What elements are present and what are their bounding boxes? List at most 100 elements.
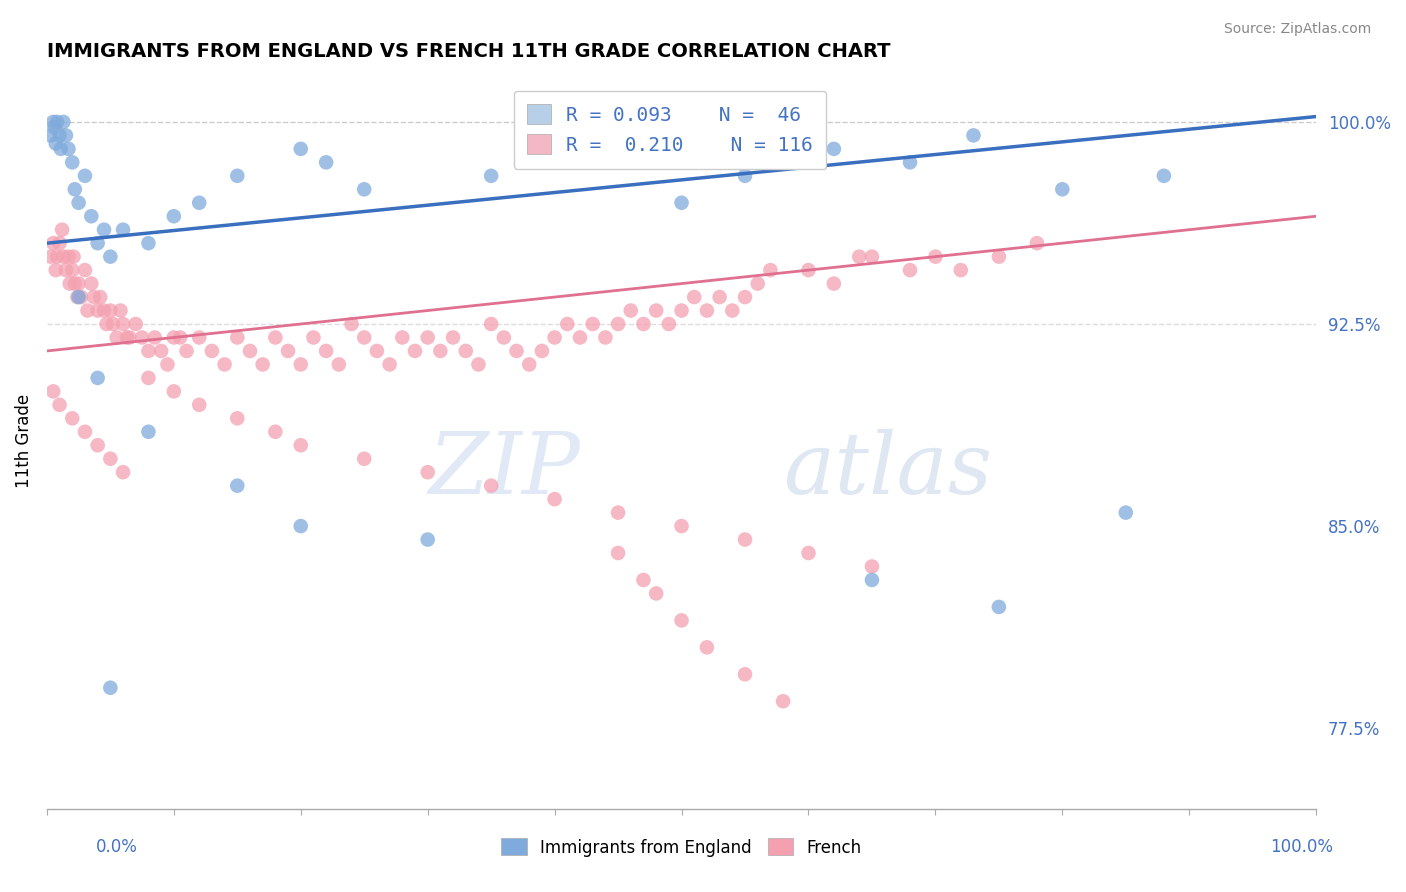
- Point: [633, 573, 655, 587]
- Point: [772, 694, 794, 708]
- Point: [125, 317, 148, 331]
- Point: [898, 155, 921, 169]
- Point: [60, 263, 83, 277]
- Point: [93, 223, 115, 237]
- Point: [60, 411, 83, 425]
- Point: [112, 317, 135, 331]
- Point: [378, 358, 401, 372]
- Point: [467, 358, 489, 372]
- Point: [543, 330, 565, 344]
- Legend: R = 0.093    N =  46, R =  0.210    N = 116: R = 0.093 N = 46, R = 0.210 N = 116: [513, 90, 827, 169]
- Point: [67, 195, 90, 210]
- Point: [696, 303, 718, 318]
- Point: [45, 136, 67, 151]
- Point: [264, 330, 287, 344]
- Point: [55, 263, 77, 277]
- Point: [290, 438, 312, 452]
- Point: [52, 250, 75, 264]
- Text: 0.0%: 0.0%: [96, 838, 138, 855]
- Point: [848, 250, 870, 264]
- Point: [569, 330, 592, 344]
- Point: [1026, 236, 1049, 251]
- Point: [42, 236, 65, 251]
- Point: [42, 115, 65, 129]
- Point: [83, 290, 105, 304]
- Point: [315, 155, 337, 169]
- Point: [353, 451, 375, 466]
- Point: [1052, 182, 1074, 196]
- Point: [59, 277, 82, 291]
- Point: [797, 263, 820, 277]
- Point: [987, 599, 1010, 614]
- Point: [391, 330, 413, 344]
- Point: [39, 128, 62, 143]
- Point: [645, 303, 668, 318]
- Point: [924, 250, 946, 264]
- Point: [543, 492, 565, 507]
- Point: [607, 155, 630, 169]
- Point: [759, 263, 782, 277]
- Text: ZIP: ZIP: [427, 429, 581, 512]
- Point: [429, 343, 451, 358]
- Point: [671, 614, 693, 628]
- Point: [214, 358, 236, 372]
- Point: [658, 317, 681, 331]
- Point: [987, 250, 1010, 264]
- Point: [860, 559, 883, 574]
- Point: [1115, 506, 1137, 520]
- Point: [138, 425, 160, 439]
- Point: [860, 250, 883, 264]
- Point: [671, 303, 693, 318]
- Point: [441, 330, 464, 344]
- Point: [98, 681, 121, 695]
- Point: [48, 128, 70, 143]
- Point: [73, 169, 96, 183]
- Point: [73, 425, 96, 439]
- Point: [138, 371, 160, 385]
- Point: [747, 277, 769, 291]
- Point: [226, 330, 249, 344]
- Point: [58, 250, 80, 264]
- Point: [1153, 169, 1175, 183]
- Point: [62, 250, 84, 264]
- Point: [138, 236, 160, 251]
- Point: [404, 343, 426, 358]
- Point: [156, 358, 179, 372]
- Point: [353, 182, 375, 196]
- Point: [353, 330, 375, 344]
- Point: [46, 250, 69, 264]
- Point: [150, 343, 173, 358]
- Point: [696, 640, 718, 655]
- Point: [45, 263, 67, 277]
- Point: [645, 586, 668, 600]
- Point: [49, 142, 72, 156]
- Text: 100.0%: 100.0%: [1270, 838, 1333, 855]
- Text: IMMIGRANTS FROM ENGLAND VS FRENCH 11TH GRADE CORRELATION CHART: IMMIGRANTS FROM ENGLAND VS FRENCH 11TH G…: [46, 42, 890, 61]
- Point: [277, 343, 299, 358]
- Point: [96, 317, 118, 331]
- Point: [797, 546, 820, 560]
- Point: [112, 223, 135, 237]
- Point: [962, 128, 984, 143]
- Point: [163, 330, 186, 344]
- Point: [48, 398, 70, 412]
- Point: [328, 358, 350, 372]
- Point: [721, 303, 744, 318]
- Point: [226, 169, 249, 183]
- Point: [734, 667, 756, 681]
- Point: [188, 398, 211, 412]
- Point: [98, 451, 121, 466]
- Point: [131, 330, 153, 344]
- Point: [734, 533, 756, 547]
- Point: [671, 195, 693, 210]
- Point: [340, 317, 363, 331]
- Point: [633, 317, 655, 331]
- Point: [239, 343, 262, 358]
- Point: [86, 303, 108, 318]
- Point: [479, 169, 502, 183]
- Point: [366, 343, 388, 358]
- Point: [115, 330, 138, 344]
- Point: [176, 343, 198, 358]
- Point: [39, 250, 62, 264]
- Point: [105, 330, 128, 344]
